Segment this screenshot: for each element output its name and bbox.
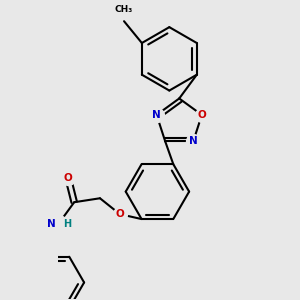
Text: O: O xyxy=(64,173,73,183)
Text: N: N xyxy=(152,110,161,120)
Text: O: O xyxy=(197,110,206,120)
Text: N: N xyxy=(46,219,56,229)
Text: N: N xyxy=(189,136,198,146)
Text: CH₃: CH₃ xyxy=(115,5,133,14)
Text: O: O xyxy=(116,209,124,219)
Text: H: H xyxy=(63,219,71,229)
